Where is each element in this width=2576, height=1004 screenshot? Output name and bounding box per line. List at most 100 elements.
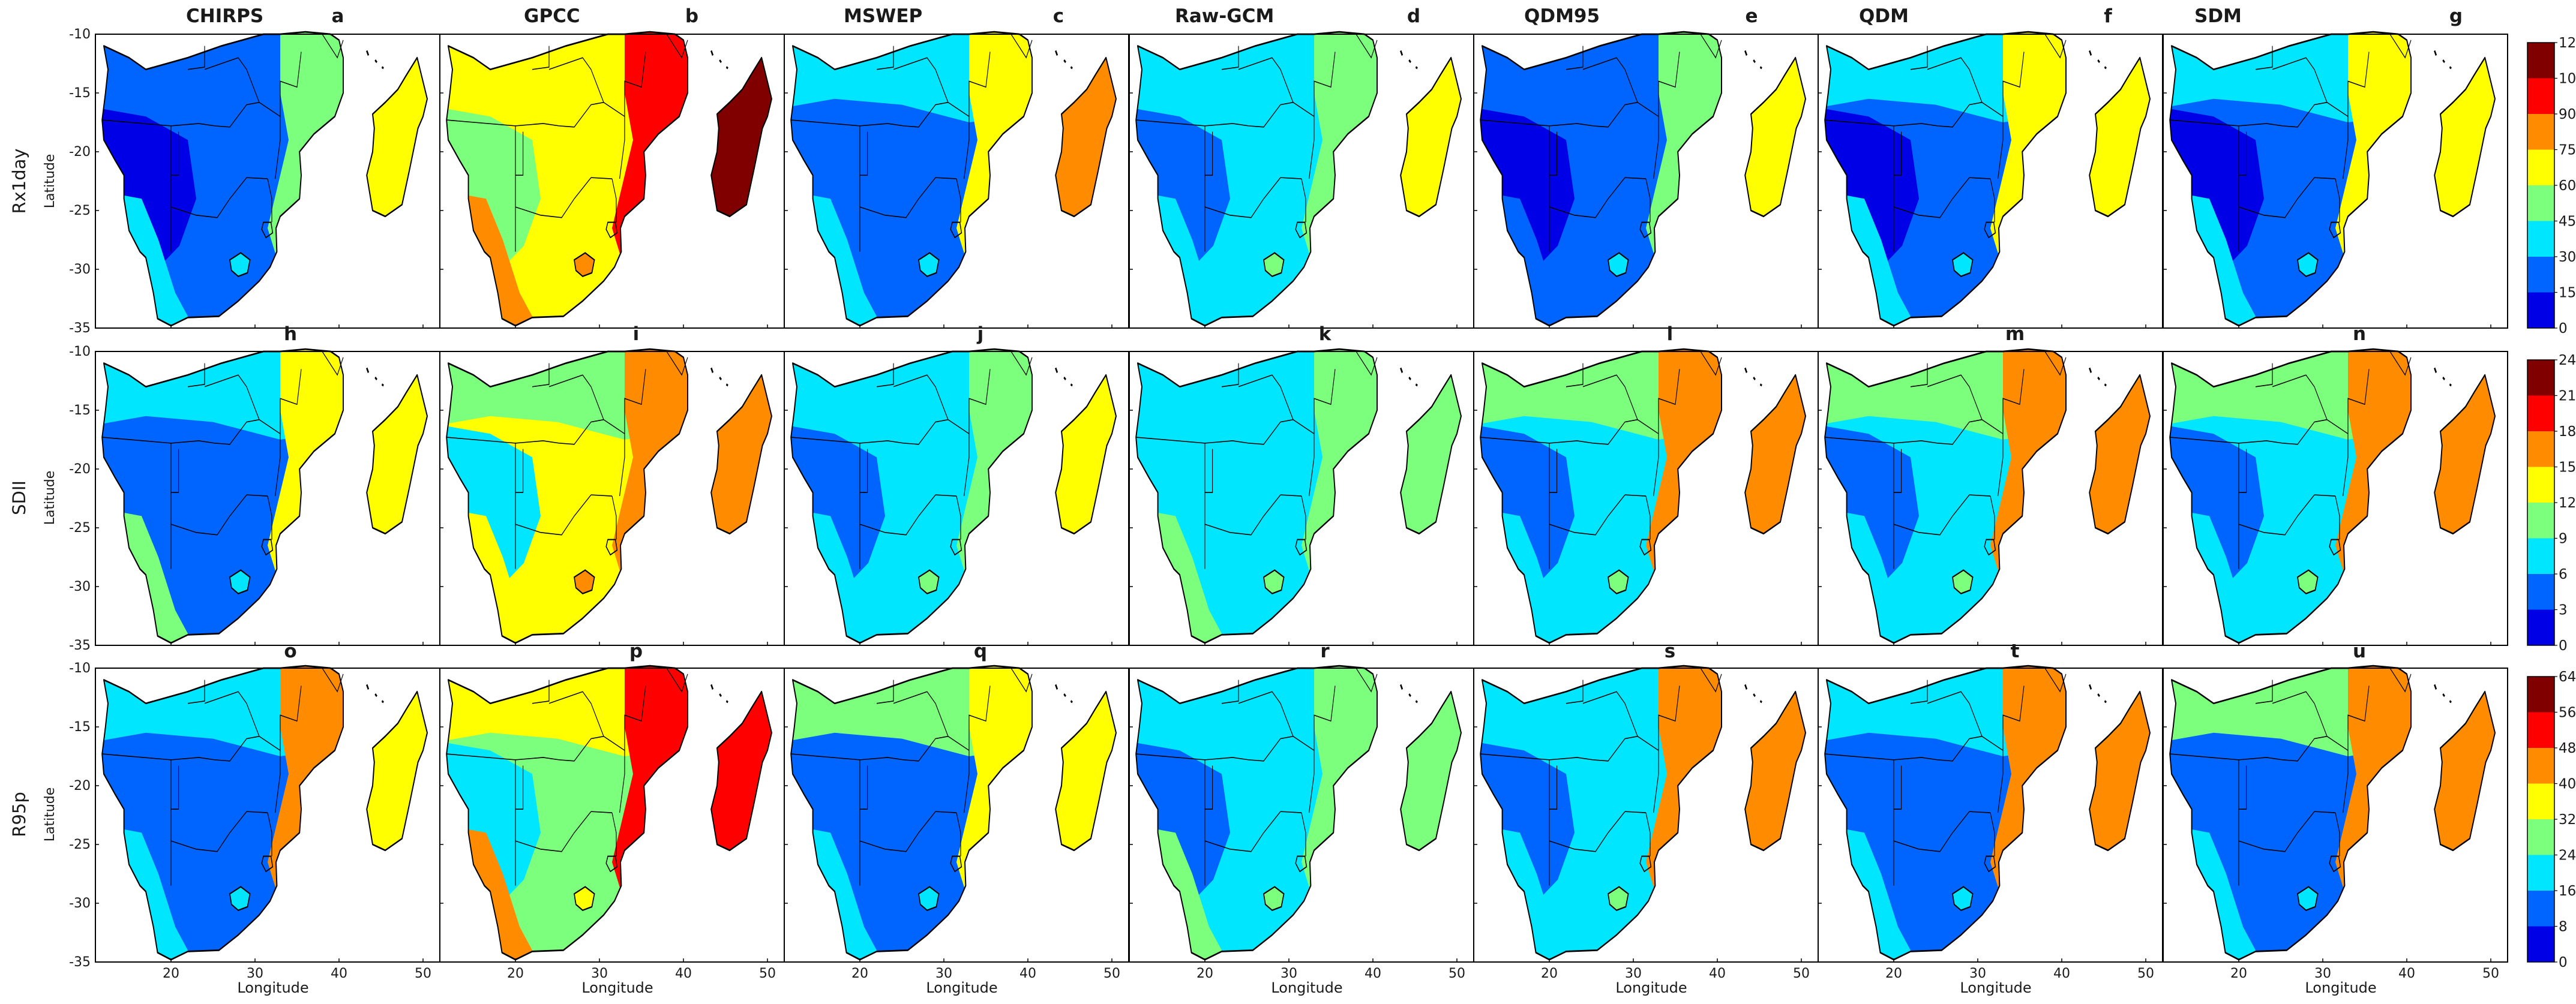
coastline-mainland xyxy=(2169,665,2412,961)
x-tick-label: 30 xyxy=(1969,966,1986,981)
swaziland xyxy=(1639,855,1652,873)
swaziland xyxy=(2329,539,2341,556)
country-border xyxy=(204,691,260,737)
country-border xyxy=(1969,494,1991,497)
row-label-r95p: R95p xyxy=(9,792,29,837)
country-border xyxy=(280,52,302,117)
country-border xyxy=(1238,374,1294,420)
coastline-madagascar xyxy=(2434,56,2496,218)
x-tick-label: 20 xyxy=(163,966,179,981)
country-border xyxy=(1910,46,1928,70)
map-panel xyxy=(784,348,1129,646)
lesotho xyxy=(2297,886,2319,912)
country-border xyxy=(1566,363,1584,387)
colorbar-segment xyxy=(2527,855,2554,891)
colorbar: 0 3 6 9 12 15 18 21 24 xyxy=(2527,353,2576,654)
lesotho xyxy=(1263,569,1285,595)
lesotho xyxy=(918,569,940,595)
xlabel-col-5: Longitude xyxy=(1615,979,1687,996)
col-title-gpcc: GPCC xyxy=(524,5,580,27)
country-border xyxy=(1566,46,1584,70)
country-border xyxy=(1658,369,1680,434)
country-border xyxy=(666,34,688,59)
colorbar-tick-label: 16 xyxy=(2559,883,2576,899)
comoros-islands xyxy=(1400,50,1418,70)
y-tick-label: -15 xyxy=(69,86,91,101)
country-border xyxy=(204,57,260,103)
xlabel-col-4: Longitude xyxy=(1271,979,1342,996)
country-border xyxy=(1301,812,1306,856)
coastline-madagascar xyxy=(2089,56,2151,218)
coastline-madagascar xyxy=(1744,374,1806,535)
lesotho xyxy=(1952,886,1974,912)
swaziland xyxy=(261,539,274,556)
country-border xyxy=(2170,437,2283,444)
country-border xyxy=(515,494,592,536)
colorbar-tick-label: 15 xyxy=(2559,460,2576,476)
country-border xyxy=(859,811,936,852)
coastline-madagascar xyxy=(1400,690,1462,852)
country-border xyxy=(1238,57,1294,103)
country-border xyxy=(1927,691,1983,737)
country-border xyxy=(246,177,268,179)
country-border xyxy=(1937,735,2004,813)
country-border xyxy=(1136,753,1249,760)
country-border xyxy=(1990,812,1995,856)
colorbar-tick-label: 6 xyxy=(2559,567,2568,582)
x-tick-label: 40 xyxy=(1709,966,1726,981)
map-panel: 20 30 40 50 xyxy=(1473,665,1819,981)
country-border xyxy=(267,178,272,223)
country-border xyxy=(2272,57,2328,103)
x-tick-label: 40 xyxy=(331,966,347,981)
map-panel xyxy=(1818,348,2163,646)
country-border xyxy=(1480,119,1593,127)
swaziland xyxy=(1984,539,1996,556)
y-tick-label: -25 xyxy=(69,203,91,218)
lesotho xyxy=(574,569,595,595)
coastline-madagascar xyxy=(1400,374,1462,535)
coastline-mainland xyxy=(1824,665,2067,961)
colorbar-tick-label: 120 xyxy=(2559,35,2576,51)
country-border xyxy=(2002,686,2025,751)
country-border xyxy=(935,177,957,179)
swaziland xyxy=(950,539,962,556)
colorbar-tick-label: 45 xyxy=(2559,214,2576,230)
col-title-sdm: SDM xyxy=(2194,5,2242,27)
text-labels: CHIRPS GPCC MSWEP Raw-GCM QDM95 QDM SDM … xyxy=(9,5,2463,996)
country-border xyxy=(1301,178,1306,223)
colorbars: 0 15 30 45 60 75 90 105 120 0 3 6 9 12 15 18 21 24 0 8 16 24 3… xyxy=(2527,35,2576,970)
colorbar-tick-label: 32 xyxy=(2559,812,2576,828)
colorbar-tick-label: 40 xyxy=(2559,777,2576,792)
country-border xyxy=(1549,131,1558,176)
x-tick-label: 40 xyxy=(1019,966,1036,981)
country-border xyxy=(1700,668,1722,693)
xlabel-col-7: Longitude xyxy=(2305,979,2376,996)
country-border xyxy=(1221,680,1239,704)
country-border xyxy=(935,811,957,813)
colorbar-tick-label: 75 xyxy=(2559,143,2576,158)
country-border xyxy=(1010,351,1033,376)
country-border xyxy=(1204,811,1281,852)
coastline-madagascar xyxy=(710,56,772,218)
y-tick-label: -35 xyxy=(69,321,91,336)
y-tick-label: -30 xyxy=(69,579,91,594)
country-border xyxy=(515,177,592,218)
country-border xyxy=(2044,351,2067,376)
country-border xyxy=(1624,177,1647,179)
colorbar: 0 8 16 24 32 40 48 56 64 xyxy=(2527,669,2576,970)
country-border xyxy=(1238,691,1294,737)
lesotho xyxy=(229,252,251,278)
country-border xyxy=(1221,46,1239,70)
colorbar-tick-label: 12 xyxy=(2559,495,2576,511)
country-border xyxy=(246,494,268,497)
xlabel-col-6: Longitude xyxy=(1960,979,2031,996)
country-border xyxy=(515,131,524,176)
country-border xyxy=(2335,178,2340,223)
col-title-chirps: CHIRPS xyxy=(186,5,263,27)
country-border xyxy=(171,131,179,176)
x-tick-label: 40 xyxy=(2053,966,2070,981)
x-tick-label: 40 xyxy=(1365,966,1381,981)
colorbar-segment xyxy=(2527,185,2554,221)
x-tick-label: 30 xyxy=(247,966,263,981)
x-tick-label: 50 xyxy=(759,966,776,981)
